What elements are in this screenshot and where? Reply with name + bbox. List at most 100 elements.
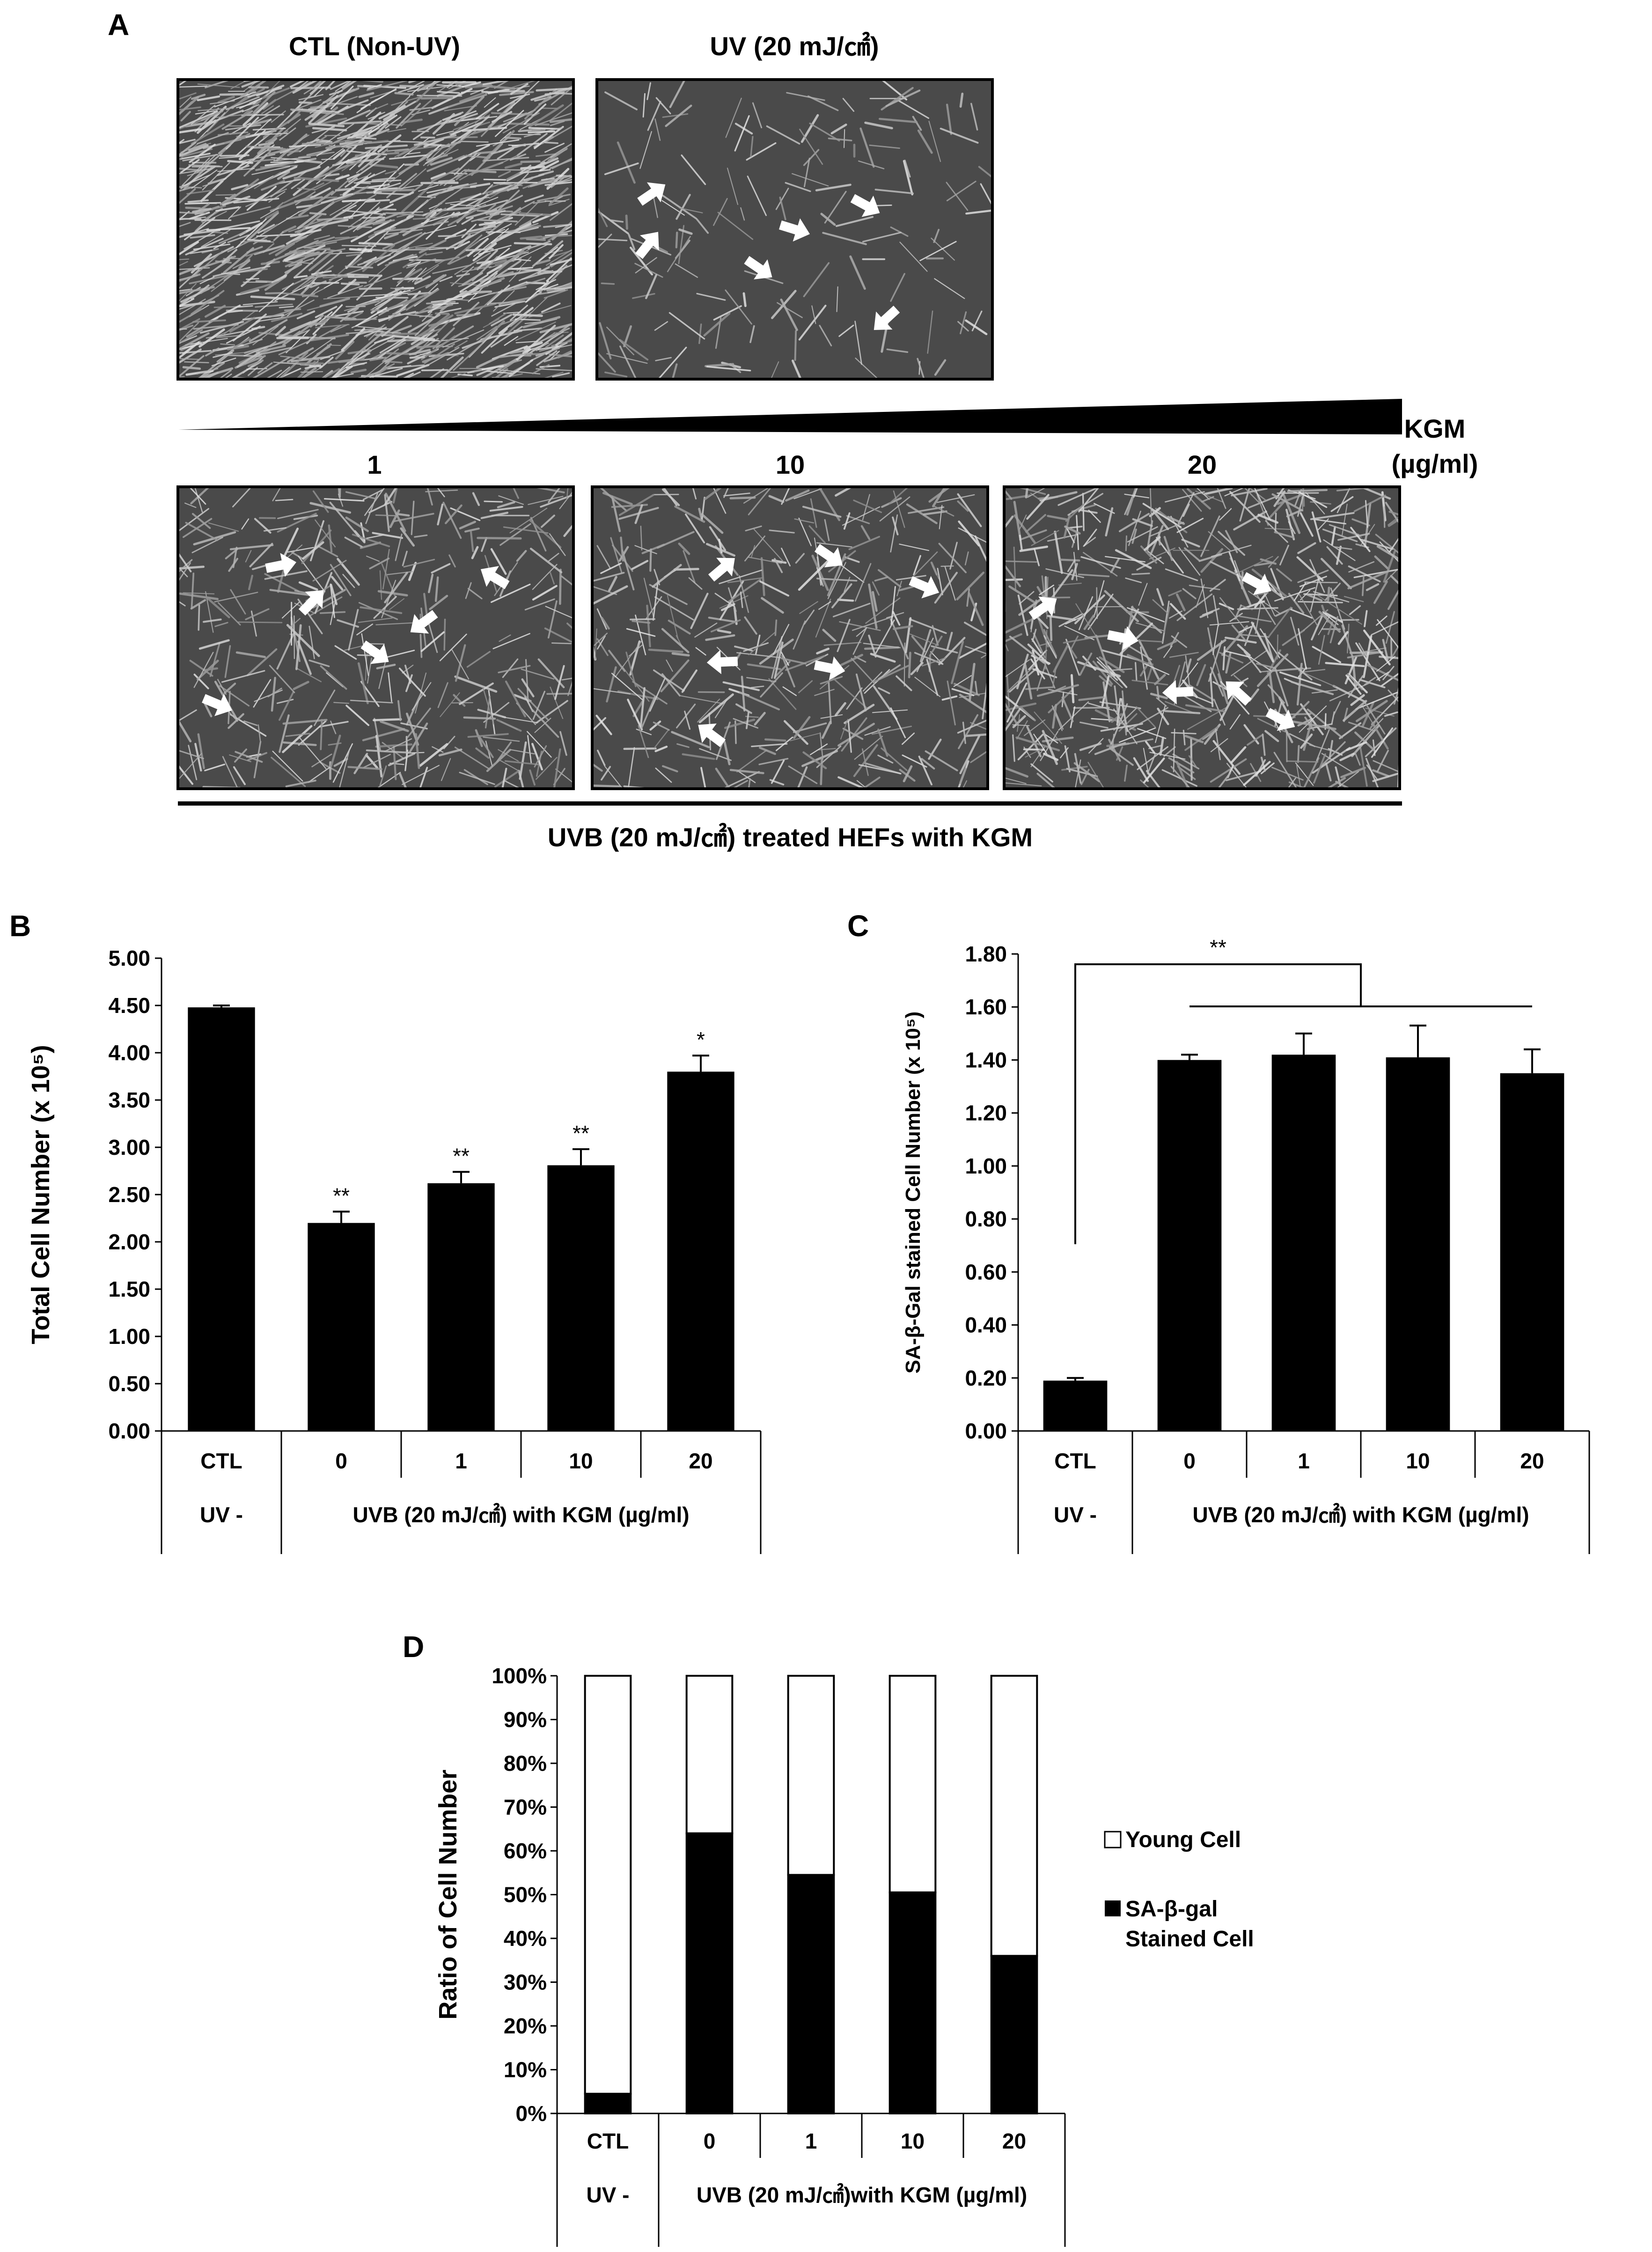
cell <box>536 279 557 291</box>
cell <box>678 543 690 555</box>
cell <box>782 686 797 696</box>
cell <box>1355 692 1398 710</box>
cell <box>298 95 316 101</box>
cell <box>406 258 436 269</box>
significance-label: * <box>697 1027 705 1052</box>
cell <box>1233 510 1267 531</box>
cell <box>330 720 337 734</box>
cell <box>269 236 307 255</box>
cell <box>775 188 789 210</box>
cell <box>927 310 933 354</box>
bar <box>1386 1057 1450 1431</box>
cell <box>504 136 521 140</box>
cell <box>898 586 914 592</box>
cell <box>1254 591 1276 625</box>
cell <box>1260 558 1277 565</box>
cell <box>376 339 406 360</box>
cell <box>597 238 628 242</box>
cell <box>332 152 377 167</box>
cell <box>629 640 641 676</box>
cell <box>467 225 496 233</box>
cell <box>592 784 621 788</box>
cell <box>1297 569 1329 583</box>
cell <box>426 199 446 215</box>
cell <box>671 731 710 748</box>
cell <box>334 236 350 239</box>
cell <box>1200 515 1220 557</box>
cell <box>373 718 402 721</box>
cell <box>819 665 850 690</box>
x-tick-label: CTL <box>1054 1449 1096 1473</box>
cell <box>294 249 327 278</box>
cell <box>268 191 286 203</box>
cell <box>405 288 440 311</box>
cell <box>205 347 220 357</box>
cell <box>388 307 407 321</box>
cell <box>367 111 385 120</box>
cell <box>557 350 572 359</box>
cell <box>808 525 826 544</box>
cell <box>546 692 573 695</box>
cell <box>723 492 750 497</box>
cell <box>293 681 309 690</box>
cell <box>741 675 746 712</box>
cell <box>489 312 507 325</box>
cell <box>429 594 448 610</box>
cell <box>970 103 978 131</box>
cell <box>1088 703 1117 712</box>
cell <box>1109 738 1153 748</box>
cell <box>229 316 256 333</box>
cell <box>482 687 494 725</box>
cell <box>368 123 402 126</box>
y-tick-label: 40% <box>504 1926 547 1951</box>
cell <box>476 356 499 368</box>
cell <box>531 708 559 738</box>
cell <box>536 259 551 265</box>
cell <box>1238 634 1270 638</box>
cell <box>432 746 444 753</box>
cell <box>666 660 673 672</box>
cell <box>461 113 478 120</box>
cell <box>392 335 435 341</box>
cell <box>228 309 243 313</box>
cell <box>1345 674 1362 695</box>
cell <box>202 179 225 187</box>
cell <box>509 201 535 216</box>
cell <box>909 618 947 634</box>
cell <box>781 655 795 688</box>
cell <box>439 276 453 282</box>
cell <box>471 213 500 222</box>
cell <box>178 168 212 175</box>
cell <box>360 541 382 549</box>
cell <box>1043 753 1059 761</box>
cell <box>1254 487 1271 521</box>
cell <box>448 204 486 226</box>
cell <box>736 652 781 659</box>
cell <box>601 766 611 781</box>
cell <box>536 350 558 366</box>
cell <box>286 214 309 220</box>
cell <box>415 672 427 714</box>
micrograph-title-kgm-20: 20 <box>1188 450 1217 479</box>
cell <box>373 182 401 192</box>
micrograph-kgm-10 <box>591 485 989 790</box>
y-tick-label: 1.80 <box>965 942 1007 966</box>
cell <box>199 276 215 285</box>
cell <box>496 741 512 763</box>
cell <box>472 492 480 506</box>
cell <box>631 560 649 570</box>
cell <box>372 219 395 226</box>
cell <box>504 336 519 346</box>
cell <box>190 249 213 254</box>
cell <box>500 213 539 217</box>
cell <box>1019 529 1047 541</box>
cell <box>818 601 831 610</box>
cell <box>904 160 911 178</box>
cell <box>1127 526 1158 543</box>
cell <box>1320 557 1352 589</box>
cell <box>240 281 279 294</box>
cell <box>365 208 387 214</box>
cell <box>195 110 215 115</box>
cell <box>933 228 940 243</box>
cell <box>501 768 507 789</box>
